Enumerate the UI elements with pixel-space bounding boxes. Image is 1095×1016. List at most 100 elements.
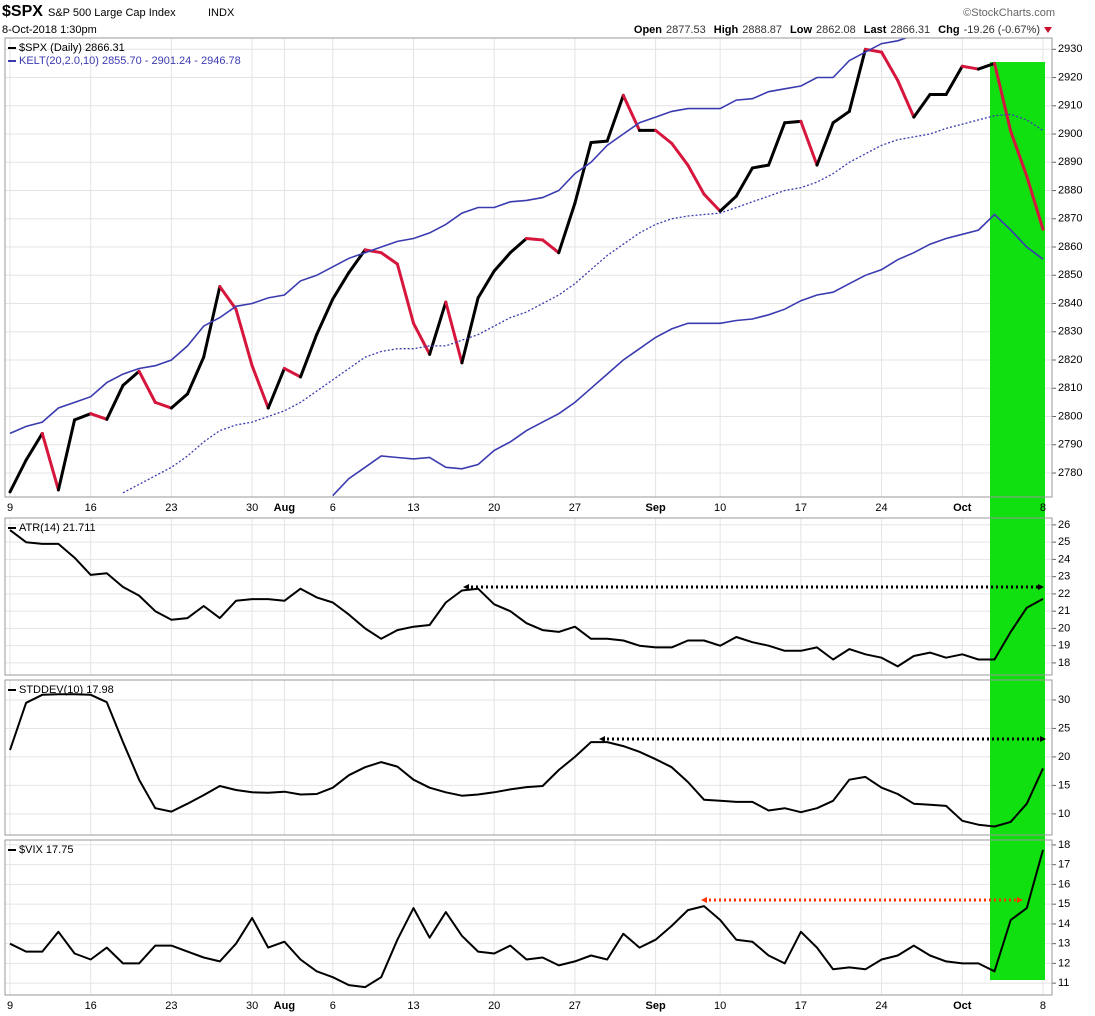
y-tick-label: 2780 (1058, 467, 1082, 479)
price-segment (976, 61, 997, 71)
price-segment (492, 251, 512, 273)
price-segment (847, 47, 867, 113)
y-tick-label: 14 (1058, 918, 1070, 930)
y-tick-label: 2890 (1058, 156, 1082, 168)
quote-label: Low (790, 24, 812, 36)
grid-layer (5, 38, 1052, 995)
price-segment (799, 119, 819, 167)
x-tick-label: 6 (330, 1000, 336, 1012)
x-tick-label: 16 (85, 502, 97, 514)
price-segment (557, 201, 577, 255)
x-tick-label: Oct (953, 1000, 972, 1012)
quote-label: Open (634, 24, 662, 36)
price-segment (8, 458, 28, 494)
x-tick-label: 10 (714, 1000, 726, 1012)
price-segment (137, 369, 157, 404)
price-segment (234, 307, 254, 368)
x-tick-label: 23 (165, 1000, 177, 1012)
price-segment (750, 163, 771, 170)
y-tick-label: 20 (1058, 751, 1070, 763)
x-tick-label: 24 (875, 1000, 887, 1012)
x-tick-label: Sep (646, 502, 666, 514)
quote: Open 2877.53 High 2888.87 Low 2862.08 Last 2866… (634, 24, 1040, 36)
x-tick-label: 17 (795, 502, 807, 514)
price-segment (218, 285, 238, 311)
price-segment (815, 121, 835, 167)
x-tick-label: Sep (646, 1000, 666, 1012)
y-tick-label: 2790 (1058, 439, 1082, 451)
y-tick-label: 2870 (1058, 213, 1082, 225)
quote-label: Chg (938, 24, 959, 36)
y-tick-label: 18 (1058, 839, 1070, 851)
price-segment (670, 141, 690, 167)
price-segment (266, 366, 286, 410)
price-segment (379, 251, 399, 266)
y-tick-label: 10 (1058, 808, 1070, 820)
y-tick-label: 20 (1058, 622, 1070, 634)
price-segment (831, 109, 851, 125)
price-segment (912, 92, 932, 119)
legend-label: ATR(14) 21.711 (19, 522, 96, 534)
price-segment (169, 392, 190, 410)
x-tick-label: 17 (795, 1000, 807, 1012)
x-tick-label: 9 (7, 1000, 13, 1012)
y-tick-label: 30 (1058, 694, 1070, 706)
y-tick-label: 21 (1058, 605, 1070, 617)
y-tick-label: 18 (1058, 657, 1070, 669)
y-tick-label: 25 (1058, 722, 1070, 734)
price-segment (863, 47, 884, 54)
source: ©StockCharts.com (963, 7, 1055, 19)
price-segment (105, 383, 125, 421)
quote-value: 2877.53 (666, 24, 706, 36)
price-segment (412, 321, 432, 356)
mark-layer (8, 38, 1045, 989)
y-tick-label: 2910 (1058, 100, 1082, 112)
y-tick-label: 2860 (1058, 241, 1082, 253)
y-tick-label: 2840 (1058, 297, 1082, 309)
price-segment (524, 237, 545, 242)
quote-value: 2862.08 (816, 24, 856, 36)
y-tick-label: 2820 (1058, 354, 1082, 366)
y-tick-label: 15 (1058, 898, 1070, 910)
x-tick-label: 9 (7, 502, 13, 514)
price-segment (573, 141, 593, 205)
y-tick-label: 2880 (1058, 184, 1082, 196)
y-tick-label: 25 (1058, 536, 1070, 548)
panel-frame (4, 839, 1053, 996)
y-tick-label: 2920 (1058, 71, 1082, 83)
channel-upper (9, 38, 909, 435)
label-layer: 2780 2790 2800 2810 2820 2830 2840 2850 2860 2870… (4, 37, 1082, 1012)
price-segment (718, 194, 738, 213)
x-tick-label: 20 (488, 1000, 500, 1012)
price-segment (944, 64, 964, 96)
change-down-indicator (1044, 27, 1052, 33)
channel-lower (332, 213, 1044, 497)
indicator-line (9, 849, 1044, 989)
price-segment (605, 93, 625, 143)
index-name: S&P 500 Large Cap Index (48, 7, 176, 19)
price-segment (960, 64, 980, 71)
y-tick-label: 16 (1058, 878, 1070, 890)
x-tick-label: 13 (407, 502, 419, 514)
indicator-line (9, 693, 1044, 828)
y-tick-label: 2810 (1058, 382, 1082, 394)
exchange: INDX (208, 7, 235, 19)
price-segment (654, 128, 674, 145)
price-segment (444, 300, 464, 365)
price-segment (1025, 174, 1045, 231)
price-segment (541, 238, 561, 255)
price-segment (896, 78, 916, 119)
x-tick-label: 27 (569, 502, 581, 514)
price-segment (734, 166, 754, 198)
quote-label: Last (864, 24, 887, 36)
y-tick-label: 26 (1058, 519, 1070, 531)
x-tick-label: 30 (246, 1000, 258, 1012)
price-segment (24, 431, 44, 462)
x-tick-label: 8 (1040, 502, 1046, 514)
y-tick-label: 12 (1058, 957, 1070, 969)
plot-area (9, 849, 1044, 989)
y-tick-label: 11 (1058, 977, 1069, 989)
channel-middle (122, 113, 1044, 494)
price-segment (40, 431, 60, 492)
